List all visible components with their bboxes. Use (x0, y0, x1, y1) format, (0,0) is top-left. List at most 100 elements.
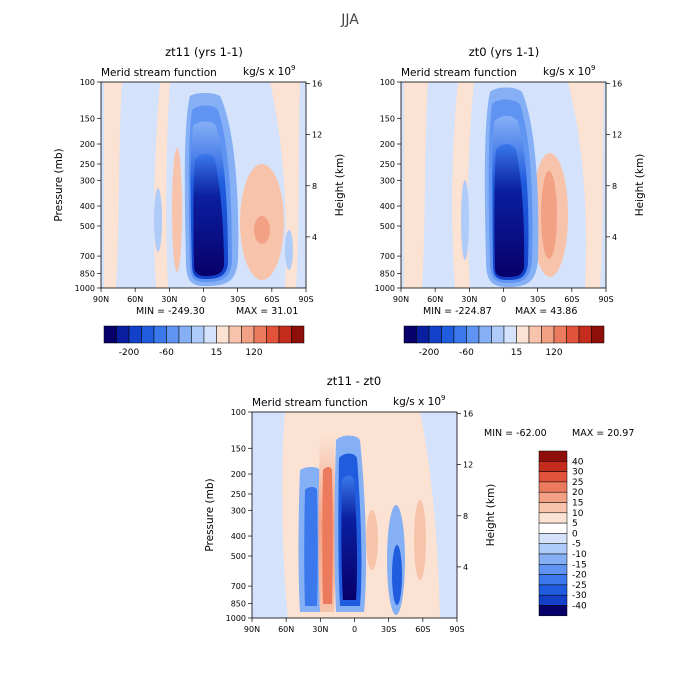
y-tick-label: 1000 (375, 284, 395, 293)
colorbar-tick-label: 15 (572, 499, 583, 509)
colorbar-swatch (178, 325, 192, 344)
colorbar-swatch (538, 594, 568, 606)
colorbar-swatch (503, 325, 517, 344)
colorbar-swatch (103, 325, 117, 344)
colorbar-swatch (516, 325, 530, 344)
colorbar-swatch (291, 325, 305, 344)
colorbar-swatch (491, 325, 505, 344)
colorbar-tick-label: 20 (572, 488, 584, 498)
colorbar-tick-label: -5 (572, 540, 581, 550)
colorbar: -200 -60 15 120 (403, 325, 605, 358)
x-tick-label: 0 (352, 625, 357, 634)
colorbar-swatch (141, 325, 155, 344)
y-tick-label: 1000 (75, 284, 95, 293)
y-axis-label: Pressure (mb) (53, 148, 65, 221)
height-tick-label: 4 (612, 233, 617, 242)
colorbar-tick-label: 5 (572, 519, 578, 529)
panel-zt0: zt0 (yrs 1-1) Merid stream function kg/s… (375, 45, 646, 358)
axes: 100 150 200 250 300 400 500 700 850 1000 4 8 12 16 90N… (226, 408, 474, 634)
y-axis-label: Pressure (mb) (204, 478, 216, 551)
height-tick-label: 12 (312, 131, 322, 140)
y-tick-label: 500 (80, 222, 95, 231)
height-tick-label: 12 (612, 131, 622, 140)
y-tick-label: 100 (80, 78, 95, 87)
y-tick-label: 500 (231, 552, 246, 561)
y-tick-label: 200 (231, 470, 246, 479)
panel-zt11: zt11 (yrs 1-1) Merid stream function kg/… (53, 45, 346, 358)
y-tick-label: 200 (380, 140, 395, 149)
y-tick-label: 400 (380, 202, 395, 211)
colorbar-tick-label: -40 (572, 602, 587, 612)
panel-title: zt11 (yrs 1-1) (165, 45, 243, 59)
colorbar-swatch (553, 325, 567, 344)
colorbar-tick-label: -15 (572, 560, 587, 570)
x-tick-label: 60S (564, 295, 579, 304)
x-tick-label: 90N (244, 625, 260, 634)
x-tick-label: 90S (449, 625, 464, 634)
x-tick-label: 30N (461, 295, 477, 304)
y-tick-label: 700 (231, 582, 246, 591)
y-tick-label: 850 (80, 269, 95, 278)
y-axis-label-right: Height (km) (334, 154, 346, 217)
colorbar-swatch (416, 325, 430, 344)
height-tick-label: 8 (463, 512, 468, 521)
x-tick-label: 0 (201, 295, 206, 304)
y-tick-label: 700 (380, 252, 395, 261)
x-tick-label: 90S (298, 295, 313, 304)
colorbar-swatch (191, 325, 205, 344)
colorbar-tick-label: -20 (572, 571, 587, 581)
x-tick-label: 60N (127, 295, 143, 304)
panel-diff: zt11 - zt0 Merid stream function kg/s x … (204, 374, 634, 634)
panel-title: zt0 (yrs 1-1) (469, 45, 539, 59)
colorbar-tick-label: 25 (572, 478, 583, 488)
x-tick-label: 0 (501, 295, 506, 304)
colorbar-tick-label: 15 (211, 348, 222, 358)
colorbar-swatch (216, 325, 230, 344)
y-tick-label: 400 (231, 532, 246, 541)
panel-units: kg/s x 109 (243, 64, 295, 78)
panel-subtitle: Merid stream function (401, 67, 517, 79)
max-label: MAX = 43.86 (515, 306, 577, 317)
colorbar-swatch (538, 564, 568, 575)
contour-field (401, 82, 606, 288)
colorbar-swatch (538, 481, 568, 493)
colorbar-tick-label: -60 (459, 348, 474, 358)
colorbar-swatch (538, 574, 568, 586)
height-tick-label: 16 (463, 410, 473, 419)
colorbar-swatch (228, 325, 242, 344)
colorbar-tick-label: 10 (572, 509, 584, 519)
height-tick-label: 16 (612, 80, 622, 89)
y-tick-label: 150 (380, 114, 395, 123)
colorbar-swatch (466, 325, 480, 344)
y-tick-label: 250 (380, 160, 395, 169)
colorbar-swatch (538, 522, 568, 534)
colorbar-swatch (528, 325, 542, 344)
y-tick-label: 300 (80, 176, 95, 185)
figure-title: JJA (340, 12, 359, 28)
colorbar-swatch (538, 543, 568, 555)
colorbar-swatch (453, 325, 467, 344)
colorbar: -200 -60 15 120 (103, 325, 305, 358)
x-tick-label: 60S (415, 625, 430, 634)
colorbar-swatch (403, 325, 417, 344)
y-tick-label: 400 (80, 202, 95, 211)
y-tick-label: 500 (380, 222, 395, 231)
min-label: MIN = -224.87 (423, 306, 492, 317)
y-axis-label-right: Height (km) (485, 484, 497, 547)
colorbar-tick-label: 120 (545, 348, 562, 358)
y-tick-label: 1000 (226, 614, 246, 623)
colorbar-swatch (166, 325, 180, 344)
colorbar-swatch (278, 325, 292, 344)
y-axis-label-right: Height (km) (634, 154, 646, 217)
max-label: MAX = 31.01 (236, 306, 298, 317)
min-label: MIN = -249.30 (136, 306, 205, 317)
colorbar-swatch (538, 471, 568, 483)
x-tick-label: 30S (230, 295, 245, 304)
colorbar-tick-label: -10 (572, 550, 587, 560)
panel-units: kg/s x 109 (543, 64, 595, 78)
contour-field (101, 82, 306, 288)
colorbar-swatch (578, 325, 592, 344)
x-tick-label: 60N (278, 625, 294, 634)
y-tick-label: 300 (231, 506, 246, 515)
